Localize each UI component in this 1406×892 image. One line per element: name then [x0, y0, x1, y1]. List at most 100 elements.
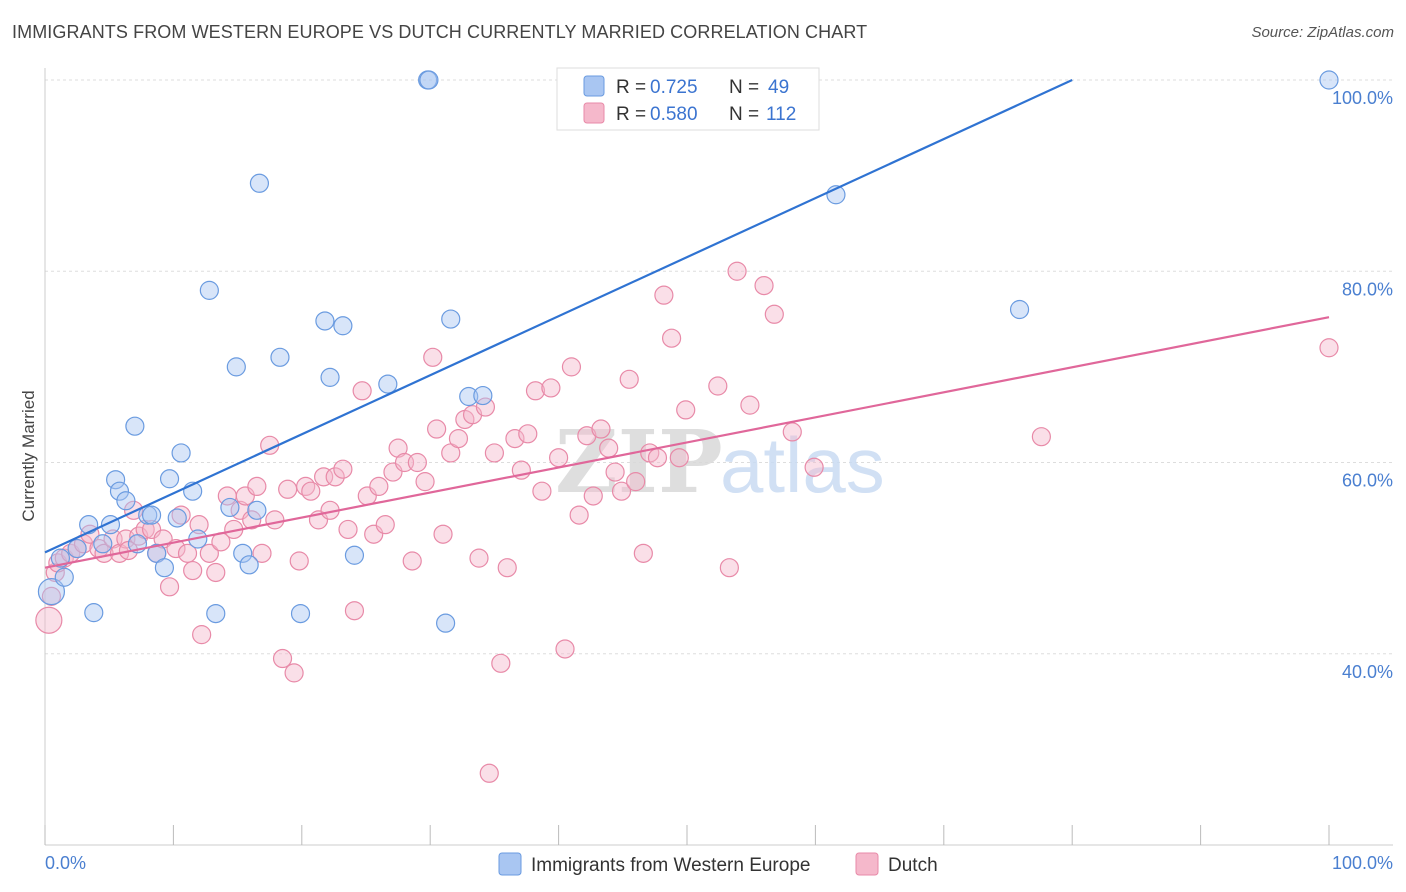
dutch-point — [505, 428, 525, 449]
dutch-point — [599, 438, 619, 458]
dutch-point — [189, 515, 209, 535]
dutch-point — [289, 551, 309, 571]
dutch-point — [719, 558, 739, 578]
western-europe-point — [1009, 299, 1030, 320]
legend-blue-swatch — [583, 75, 605, 97]
dutch-point — [206, 562, 226, 583]
dutch-point — [569, 505, 589, 525]
western-europe-point — [344, 545, 365, 565]
western-europe-point — [141, 505, 162, 525]
dutch-point — [159, 577, 180, 597]
dutch-point — [265, 510, 285, 530]
dutch-point — [619, 369, 639, 389]
grid — [45, 79, 1393, 655]
legend-pink-n-label: N = — [729, 104, 759, 125]
legend-pink-n-value: 112 — [766, 104, 796, 125]
western-europe-point — [67, 538, 87, 559]
dutch-point — [647, 448, 668, 468]
series-legend: Immigrants from Western Europe Dutch — [498, 852, 938, 876]
watermark: ZIP atlas — [555, 412, 885, 513]
western-europe-point — [378, 374, 398, 394]
dutch-point — [676, 400, 696, 420]
dutch-point — [427, 419, 447, 439]
dutch-point — [177, 543, 198, 563]
dutch-point — [611, 481, 632, 501]
western-europe-point — [441, 309, 461, 329]
dutch-point — [247, 476, 267, 497]
dutch-point — [669, 448, 689, 468]
legend-dutch-swatch — [855, 852, 879, 876]
western-europe-point — [159, 469, 180, 489]
dutch-point — [242, 510, 262, 530]
dutch-point — [754, 275, 774, 296]
dutch-points — [35, 261, 1339, 783]
dutch-point — [183, 560, 203, 581]
western-europe-trend-line — [44, 79, 1073, 554]
western-europe-point — [247, 500, 267, 520]
chart-title: IMMIGRANTS FROM WESTERN EUROPE VS DUTCH … — [12, 22, 868, 42]
western-europe-point — [84, 603, 104, 623]
dutch-point — [35, 606, 63, 634]
legend-pink-r-label: R = — [616, 104, 646, 125]
x-ticks — [44, 825, 1330, 845]
dutch-point — [484, 443, 504, 463]
legend-pink-swatch — [583, 102, 605, 124]
dutch-point — [525, 381, 546, 401]
source-label: Source: ZipAtlas.com — [1251, 24, 1394, 41]
x-tick-label-min: 0.0% — [45, 853, 86, 873]
dutch-point — [661, 328, 682, 348]
dutch-point — [591, 419, 611, 439]
western-europe-point — [171, 443, 191, 463]
western-europe-point — [109, 481, 130, 501]
western-europe-point — [154, 558, 175, 578]
western-europe-point — [93, 534, 113, 554]
dutch-point — [192, 625, 212, 645]
dutch-point — [469, 548, 489, 568]
y-tick-labels: 40.0% 60.0% 80.0% 100.0% — [1332, 88, 1393, 682]
dutch-point — [369, 476, 389, 497]
dutch-point — [804, 457, 824, 477]
western-europe-point — [1319, 70, 1339, 90]
dutch-point — [561, 357, 582, 377]
dutch-point — [314, 467, 334, 487]
y-tick-label-1: 60.0% — [1342, 471, 1393, 491]
dutch-point — [497, 558, 517, 578]
dutch-point — [764, 304, 784, 324]
western-europe-point — [206, 603, 226, 624]
dutch-point — [541, 378, 561, 398]
western-europe-point — [315, 311, 335, 331]
legend-pink-r-value: 0.580 — [650, 104, 698, 125]
western-europe-point — [50, 548, 71, 568]
y-tick-label-3: 100.0% — [1332, 88, 1393, 108]
western-europe-points — [37, 70, 1339, 633]
western-europe-point — [419, 70, 439, 90]
western-europe-point — [249, 173, 270, 193]
dutch-point — [605, 462, 625, 482]
dutch-point — [199, 543, 219, 563]
dutch-point — [448, 428, 469, 449]
western-europe-point — [54, 567, 74, 587]
western-europe-point — [226, 357, 246, 377]
dutch-point — [402, 551, 422, 571]
dutch-point — [284, 663, 304, 683]
dutch-point — [338, 519, 358, 540]
dutch-point — [555, 639, 575, 659]
dutch-point — [278, 479, 298, 499]
dutch-point — [325, 467, 345, 487]
stats-legend: R = 0.725 N = 49 R = 0.580 N = 112 — [556, 67, 820, 131]
western-europe-point — [167, 508, 187, 528]
dutch-point — [375, 515, 395, 535]
legend-blue-r-value: 0.725 — [650, 77, 698, 98]
dutch-point — [708, 376, 728, 396]
y-axis-label: Currently Married — [19, 390, 38, 521]
dutch-point — [333, 459, 353, 479]
western-europe-point — [125, 416, 145, 436]
trend-lines — [44, 79, 1330, 569]
western-europe-point — [79, 515, 99, 535]
legend-blue-n-label: N = — [729, 77, 759, 98]
dutch-trend-line — [44, 316, 1330, 569]
dutch-point — [548, 448, 569, 468]
western-europe-point — [37, 577, 66, 606]
dutch-point — [654, 285, 674, 305]
